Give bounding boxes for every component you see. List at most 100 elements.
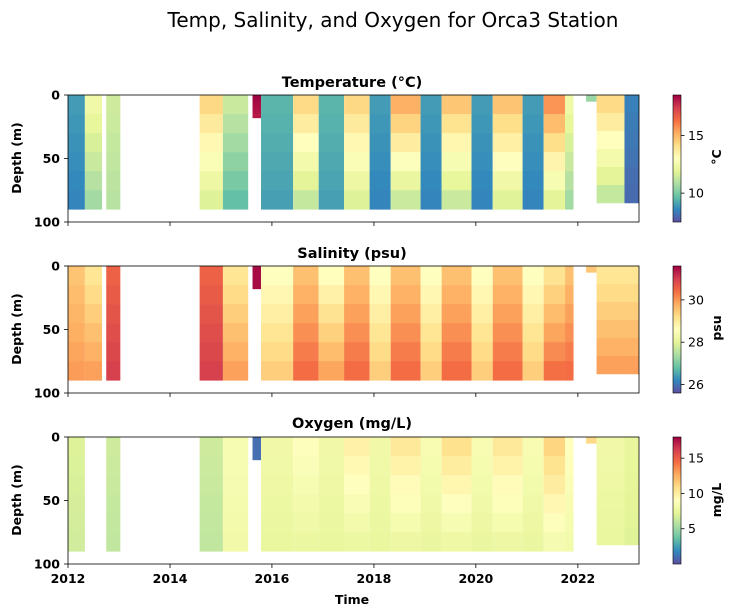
heatmap-cell-21-3 [624, 148, 639, 168]
heatmap-cell-11-3 [390, 323, 421, 343]
heatmap-cell-11-2 [420, 475, 442, 495]
heatmap-cell-13-0 [471, 437, 493, 457]
heatmap-cell-9-1 [369, 456, 391, 476]
heatmap-cell-14-5 [471, 361, 493, 381]
heatmap-cell-16-2 [522, 133, 544, 153]
heatmap-cell-19-4 [596, 508, 625, 528]
heatmap-cell-20-3 [596, 319, 625, 339]
heatmap-cell-15-5 [492, 361, 523, 381]
heatmap-cell-17-0 [543, 266, 566, 286]
heatmap-cell-9-5 [369, 532, 391, 552]
heatmap-cell-19-1 [596, 454, 625, 474]
heatmap-cell-1-2 [84, 304, 103, 324]
heatmap-cell-1-1 [84, 114, 103, 134]
heatmap-cell-16-4 [522, 342, 544, 362]
heatmap-cell-8-2 [318, 304, 345, 324]
heatmap-cell-5-3 [252, 277, 262, 282]
heatmap-cell-2-4 [106, 171, 121, 191]
heatmap-cell-1-1 [106, 456, 121, 476]
heatmap-cell-20-1 [596, 112, 625, 132]
heatmap-cell-15-4 [522, 513, 544, 533]
heatmap-cell-12-2 [441, 475, 472, 495]
colorbar-gradient [672, 265, 682, 394]
heatmap-cell-6-2 [261, 133, 294, 153]
heatmap-cell-15-1 [492, 114, 523, 134]
heatmap-cell-19-5 [586, 271, 597, 273]
heatmap-cell-16-0 [543, 437, 566, 457]
colorbar-label: °C [709, 149, 724, 164]
heatmap-cell-17-0 [565, 437, 574, 457]
heatmap-cell-12-5 [441, 532, 472, 552]
heatmap-cell-13-3 [471, 494, 493, 514]
heatmap-cells [68, 95, 639, 210]
heatmap-cell-3-5 [199, 190, 223, 210]
heatmap-cell-12-5 [420, 190, 442, 210]
heatmap-cell-15-1 [492, 285, 523, 305]
heatmap-cell-8-4 [344, 513, 370, 533]
heatmap-cell-14-2 [471, 133, 493, 153]
heatmap-cell-16-3 [543, 494, 566, 514]
heatmap-cell-20-3 [596, 148, 625, 168]
heatmap-cell-7-1 [293, 114, 319, 134]
heatmap-cell-12-0 [420, 266, 442, 286]
heatmap-cell-17-5 [543, 361, 566, 381]
heatmap-cell-9-2 [369, 475, 391, 495]
heatmap-cell-20-2 [596, 301, 625, 321]
heatmap-cell-18-1 [586, 438, 597, 440]
heatmap-cell-15-0 [492, 95, 523, 115]
heatmap-cell-14-1 [471, 114, 493, 134]
heatmap-cell-2-2 [199, 475, 223, 495]
heatmap-cell-7-1 [293, 285, 319, 305]
heatmap-cell-9-0 [369, 437, 391, 457]
colorbar: 26 28 30 [672, 265, 704, 394]
heatmap-cell-8-3 [318, 323, 345, 343]
heatmap-cell-9-4 [369, 513, 391, 533]
axis-ticks: 0 50 100 [34, 88, 579, 230]
heatmap-cell-11-4 [390, 342, 421, 362]
heatmap-cell-3-0 [199, 95, 223, 115]
heatmap-cell-8-4 [318, 171, 345, 191]
panel-salinity: Salinity (psu) Depth (m) psu 0 50 100 26 28… [9, 246, 724, 401]
heatmap-cell-8-1 [318, 285, 345, 305]
heatmap-cell-19-0 [596, 437, 625, 456]
heatmap-cell-2-4 [199, 513, 223, 533]
heatmap-cell-8-5 [318, 190, 345, 210]
heatmap-cell-20-0 [624, 437, 639, 456]
heatmap-cell-16-5 [522, 190, 544, 210]
heatmap-cell-18-4 [565, 171, 574, 191]
heatmap-cell-13-4 [471, 513, 493, 533]
heatmap-cell-6-0 [293, 437, 319, 457]
heatmap-cell-4-4 [252, 452, 262, 457]
heatmap-cell-1-5 [84, 361, 103, 381]
heatmap-cell-3-3 [199, 323, 223, 343]
heatmap-cell-7-4 [318, 513, 345, 533]
heatmap-cell-11-5 [420, 532, 442, 552]
heatmap-cell-6-2 [261, 304, 294, 324]
heatmap-cell-6-3 [261, 152, 294, 172]
heatmap-cell-16-2 [543, 475, 566, 495]
heatmap-cell-17-4 [543, 171, 566, 191]
heatmap-cell-16-3 [522, 323, 544, 343]
heatmap-cell-10-0 [369, 266, 391, 286]
heatmap-cell-17-3 [543, 152, 566, 172]
heatmap-cell-2-4 [106, 342, 121, 362]
heatmap-cell-7-0 [293, 95, 319, 115]
heatmap-cell-10-0 [369, 95, 391, 115]
heatmap-cell-20-4 [596, 337, 625, 357]
heatmap-cell-11-1 [420, 456, 442, 476]
heatmap-cell-2-2 [106, 304, 121, 324]
heatmap-cell-2-0 [106, 266, 121, 286]
heatmap-cell-1-0 [84, 266, 103, 286]
heatmap-cell-12-5 [420, 361, 442, 381]
heatmap-cell-19-0 [586, 266, 597, 268]
heatmap-cell-20-1 [596, 283, 625, 303]
heatmap-cell-15-3 [492, 323, 523, 343]
heatmap-cell-6-3 [261, 323, 294, 343]
plot-frame [67, 94, 640, 223]
y-axis-label: Depth (m) [9, 464, 24, 535]
heatmap-cell-14-4 [471, 342, 493, 362]
heatmap-cell-1-1 [84, 285, 103, 305]
heatmap-cell-0-3 [68, 323, 85, 343]
heatmap-cell-2-3 [106, 152, 121, 172]
